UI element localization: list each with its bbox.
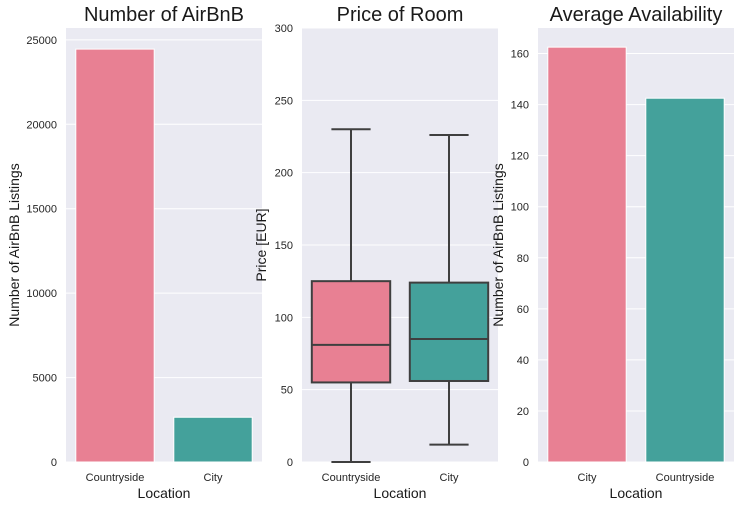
bar-countryside [75, 48, 155, 463]
y-tick-label: 5000 [33, 373, 57, 385]
y-tick-label: 10000 [26, 288, 57, 300]
x-tick-label: City [204, 472, 223, 484]
x-tick-label: City [578, 472, 597, 484]
bars [75, 48, 253, 463]
x-axis-label: Location [610, 485, 663, 501]
y-tick-label: 200 [275, 168, 293, 180]
chart-title: Average Availability [550, 4, 723, 26]
box-countryside [310, 128, 392, 463]
y-tick-label: 25000 [26, 35, 57, 47]
y-tick-label: 60 [517, 304, 529, 316]
iqr-box [408, 281, 490, 382]
x-tick-label: Countryside [322, 472, 381, 484]
y-tick-label: 20000 [26, 119, 57, 131]
x-tick-label: Countryside [86, 472, 145, 484]
y-tick-labels: 0 20 40 60 80 100 120 140 160 [511, 49, 529, 469]
y-tick-label: 0 [287, 457, 293, 469]
box-city [408, 134, 490, 446]
y-tick-label: 80 [517, 253, 529, 265]
y-tick-label: 300 [275, 23, 293, 35]
y-tick-label: 250 [275, 95, 293, 107]
y-tick-label: 100 [511, 202, 529, 214]
y-tick-label: 40 [517, 355, 529, 367]
y-tick-label: 0 [523, 457, 529, 469]
y-tick-label: 50 [281, 385, 293, 397]
boxes [310, 128, 490, 463]
x-tick-labels: Countryside City [322, 472, 459, 484]
iqr-box [310, 280, 392, 384]
bars [547, 46, 725, 463]
y-tick-label: 120 [511, 151, 529, 163]
y-tick-label: 100 [275, 312, 293, 324]
y-axis-label: Number of AirBnB Listings [490, 163, 506, 326]
bar-city [173, 416, 253, 463]
x-axis-label: Location [138, 485, 191, 501]
x-tick-labels: City Countryside [578, 472, 715, 484]
y-tick-label: 15000 [26, 204, 57, 216]
x-tick-label: City [440, 472, 459, 484]
y-tick-label: 160 [511, 49, 529, 61]
y-axis-label: Number of AirBnB Listings [6, 163, 22, 326]
x-tick-labels: Countryside City [86, 472, 223, 484]
y-axis-label: Price [EUR] [253, 208, 269, 281]
y-tick-label: 150 [275, 240, 293, 252]
y-tick-label: 0 [51, 457, 57, 469]
panel-number-of-airbnb: 0 5000 10000 15000 20000 25000 Countryside Cit… [6, 4, 262, 501]
y-tick-label: 20 [517, 406, 529, 418]
panel-average-availability: 0 20 40 60 80 100 120 140 160 City Countryside Av… [490, 4, 734, 501]
chart-title: Number of AirBnB [84, 4, 244, 26]
bar-city [547, 46, 627, 463]
y-tick-labels: 0 5000 10000 15000 20000 25000 [26, 35, 57, 469]
x-tick-label: Countryside [656, 472, 715, 484]
bar-countryside [645, 97, 725, 463]
x-axis-label: Location [374, 485, 427, 501]
panel-price-of-room: 0 50 100 150 200 250 300 Countryside City Price… [253, 4, 498, 501]
chart-title: Price of Room [337, 4, 464, 26]
y-tick-label: 140 [511, 100, 529, 112]
y-tick-labels: 0 50 100 150 200 250 300 [275, 23, 293, 469]
